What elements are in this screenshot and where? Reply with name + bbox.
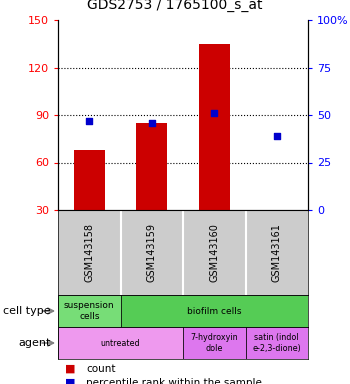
- Text: count: count: [86, 364, 116, 374]
- Text: suspension
cells: suspension cells: [64, 301, 114, 321]
- Text: GSM143160: GSM143160: [209, 223, 219, 282]
- Point: [274, 133, 280, 139]
- Text: ■: ■: [65, 378, 76, 384]
- Text: 7-hydroxyin
dole: 7-hydroxyin dole: [190, 333, 238, 353]
- Bar: [74, 150, 105, 210]
- Text: untreated: untreated: [101, 339, 140, 348]
- Point: [149, 119, 155, 126]
- Point: [211, 110, 217, 116]
- Text: satin (indol
e-2,3-dione): satin (indol e-2,3-dione): [252, 333, 301, 353]
- Text: GDS2753 / 1765100_s_at: GDS2753 / 1765100_s_at: [87, 0, 263, 12]
- Point: [86, 118, 92, 124]
- Text: agent: agent: [19, 338, 51, 348]
- Bar: [245, 327, 308, 359]
- Bar: [136, 123, 167, 210]
- Text: cell type: cell type: [4, 306, 51, 316]
- Bar: [120, 295, 308, 327]
- Bar: [58, 295, 120, 327]
- Text: GSM143158: GSM143158: [84, 223, 94, 282]
- Bar: [183, 327, 245, 359]
- Text: biofilm cells: biofilm cells: [187, 306, 241, 316]
- Text: GSM143161: GSM143161: [272, 223, 282, 282]
- Text: ■: ■: [65, 364, 76, 374]
- Text: percentile rank within the sample: percentile rank within the sample: [86, 378, 262, 384]
- Bar: [199, 44, 230, 210]
- Bar: [58, 327, 183, 359]
- Text: GSM143159: GSM143159: [147, 223, 157, 282]
